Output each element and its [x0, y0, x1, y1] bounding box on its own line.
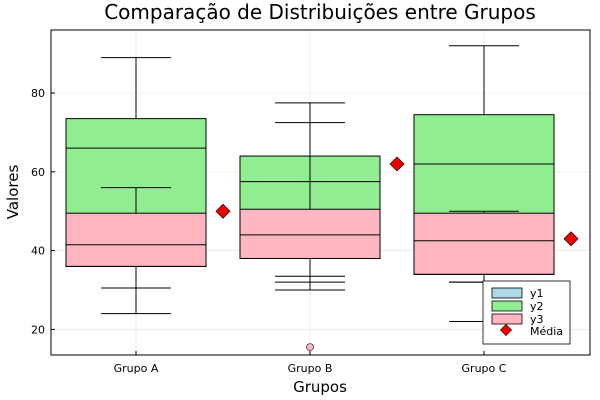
legend-swatch-y1	[491, 287, 523, 299]
chart-title: Comparação de Distribuições entre Grupos	[104, 0, 536, 24]
axis-ticks: 20 40 60 80 Grupo A Grupo B Grupo C	[31, 87, 507, 375]
legend-label-y2: y2	[530, 300, 544, 313]
x-tick-label: Grupo B	[288, 362, 333, 375]
mean-markers	[215, 156, 579, 247]
legend-marker-media	[499, 323, 513, 337]
mean-marker	[389, 156, 405, 172]
box-y3-0	[65, 187, 207, 289]
box-body	[65, 212, 207, 267]
box-body	[413, 212, 555, 275]
mean-marker	[215, 203, 231, 219]
legend-swatch-y3	[491, 313, 523, 325]
legend-label-y3: y3	[530, 313, 544, 326]
y-axis-label: Valores	[4, 165, 22, 220]
legend-swatch-y2	[491, 300, 523, 312]
x-tick-label: Grupo C	[462, 362, 507, 375]
y-tick-label: 80	[31, 87, 45, 100]
legend: y1 y2 y3 Média	[482, 280, 571, 345]
x-tick-label: Grupo A	[114, 362, 159, 375]
box-layer	[65, 45, 555, 351]
y-tick-label: 20	[31, 323, 45, 336]
y-tick-label: 60	[31, 166, 45, 179]
box-y3-2	[413, 210, 555, 283]
plot-frame	[50, 29, 591, 356]
y-tick-label: 40	[31, 245, 45, 258]
mean-marker	[563, 231, 579, 247]
outlier-point	[306, 343, 314, 351]
legend-label-media: Média	[530, 325, 563, 338]
box-body	[239, 208, 381, 259]
box-y3-1	[239, 122, 381, 351]
x-axis-label: Grupos	[293, 378, 347, 396]
legend-label-y1: y1	[530, 287, 544, 300]
